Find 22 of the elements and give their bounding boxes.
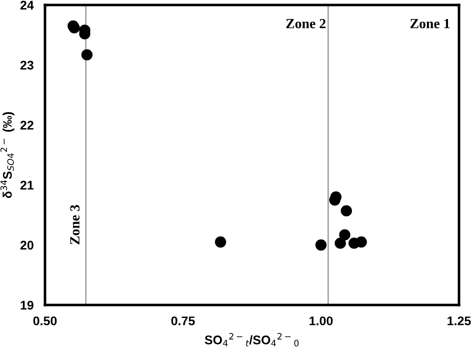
y-tick-label: 20 [20, 240, 34, 250]
point [334, 238, 346, 249]
point [340, 205, 352, 216]
x-tick-label: 0.50 [33, 316, 57, 326]
annotation: Zone 1 [410, 18, 450, 28]
y-axis-title: δ$^{34}$S$_{SO4}$$^{2−}$ (‰) [0, 112, 14, 198]
y-tick-label: 19 [20, 300, 34, 310]
point [81, 49, 93, 60]
point [356, 236, 367, 248]
y-tick-label: 21 [20, 180, 34, 190]
x-tick-label: 0.75 [171, 316, 195, 326]
y-tick-label: 23 [20, 60, 34, 70]
point [214, 236, 226, 248]
y-tick-label: 22 [20, 120, 34, 130]
point [315, 239, 327, 251]
x-tick-label: 1.25 [448, 316, 471, 326]
point [339, 229, 350, 240]
annotation: Zone 2 [286, 18, 326, 28]
x-axis-title: SO$_{4}$$^{2−}$$_{t}$/SO$_{4}$$^{2−}$$_{0}$ [204, 332, 299, 346]
x-tick-label: 1.00 [310, 316, 333, 326]
annotation: Zone 3 [70, 204, 80, 244]
y-tick-label: 24 [20, 0, 34, 10]
